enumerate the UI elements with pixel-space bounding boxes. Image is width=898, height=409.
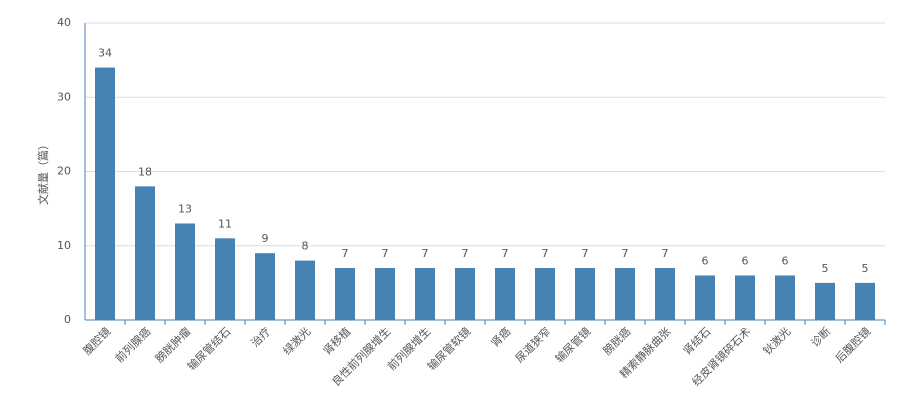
bar bbox=[495, 268, 515, 320]
data-label: 7 bbox=[542, 247, 549, 260]
x-tick-label: 前列腺癌 bbox=[112, 324, 153, 365]
x-tick-label: 输尿管结石 bbox=[184, 324, 233, 373]
bar bbox=[295, 260, 315, 320]
x-tick-label: 钬激光 bbox=[760, 324, 793, 357]
x-tick-label: 输尿管软镜 bbox=[424, 324, 473, 373]
bar bbox=[775, 275, 795, 320]
bar bbox=[255, 253, 275, 320]
bar bbox=[615, 268, 635, 320]
data-label: 13 bbox=[178, 202, 192, 215]
data-label: 8 bbox=[302, 240, 309, 253]
x-tick-label: 后腹腔镜 bbox=[832, 324, 873, 365]
data-label: 7 bbox=[342, 247, 349, 260]
data-label: 11 bbox=[218, 217, 232, 230]
y-tick-label: 20 bbox=[57, 165, 71, 178]
bar bbox=[335, 268, 355, 320]
x-tick-label: 尿道狭窄 bbox=[512, 324, 553, 365]
bar bbox=[575, 268, 595, 320]
data-label: 6 bbox=[702, 254, 709, 267]
bar bbox=[175, 223, 195, 320]
y-tick-label: 10 bbox=[57, 239, 71, 252]
data-label: 7 bbox=[662, 247, 669, 260]
bar bbox=[535, 268, 555, 320]
data-label: 9 bbox=[262, 232, 269, 245]
bar bbox=[855, 282, 875, 320]
x-tick-label: 治疗 bbox=[248, 324, 273, 349]
x-tick-label: 绿激光 bbox=[280, 324, 313, 357]
x-tick-label: 诊断 bbox=[808, 324, 833, 349]
data-label: 5 bbox=[822, 262, 829, 275]
data-label: 7 bbox=[502, 247, 509, 260]
y-axis-label: 文献量（篇） bbox=[36, 139, 50, 205]
bar bbox=[95, 67, 115, 320]
bar bbox=[375, 268, 395, 320]
bar bbox=[815, 282, 835, 320]
bar bbox=[415, 268, 435, 320]
x-tick-label: 输尿管镜 bbox=[552, 324, 593, 365]
data-label: 7 bbox=[582, 247, 589, 260]
bar bbox=[135, 186, 155, 320]
bar bbox=[695, 275, 715, 320]
bar bbox=[735, 275, 755, 320]
data-label: 18 bbox=[138, 165, 152, 178]
x-tick-label: 肾癌 bbox=[488, 324, 513, 349]
x-tick-label: 肾移植 bbox=[320, 324, 353, 357]
bar bbox=[655, 268, 675, 320]
data-label: 34 bbox=[98, 47, 112, 60]
data-label: 6 bbox=[782, 254, 789, 267]
data-label: 5 bbox=[862, 262, 869, 275]
bar bbox=[215, 238, 235, 320]
x-tick-label: 膀胱肿瘤 bbox=[152, 324, 193, 365]
y-tick-label: 40 bbox=[57, 16, 71, 29]
data-label: 7 bbox=[422, 247, 429, 260]
data-label: 7 bbox=[622, 247, 629, 260]
data-label: 6 bbox=[742, 254, 749, 267]
data-label: 7 bbox=[462, 247, 469, 260]
x-tick-label: 肾结石 bbox=[681, 325, 714, 358]
bar bbox=[455, 268, 475, 320]
x-tick-label: 腹腔镜 bbox=[80, 324, 113, 357]
data-label: 7 bbox=[382, 247, 389, 260]
y-tick-label: 0 bbox=[64, 313, 71, 326]
x-tick-label: 膀胱癌 bbox=[600, 324, 633, 357]
y-tick-label: 30 bbox=[57, 90, 71, 103]
